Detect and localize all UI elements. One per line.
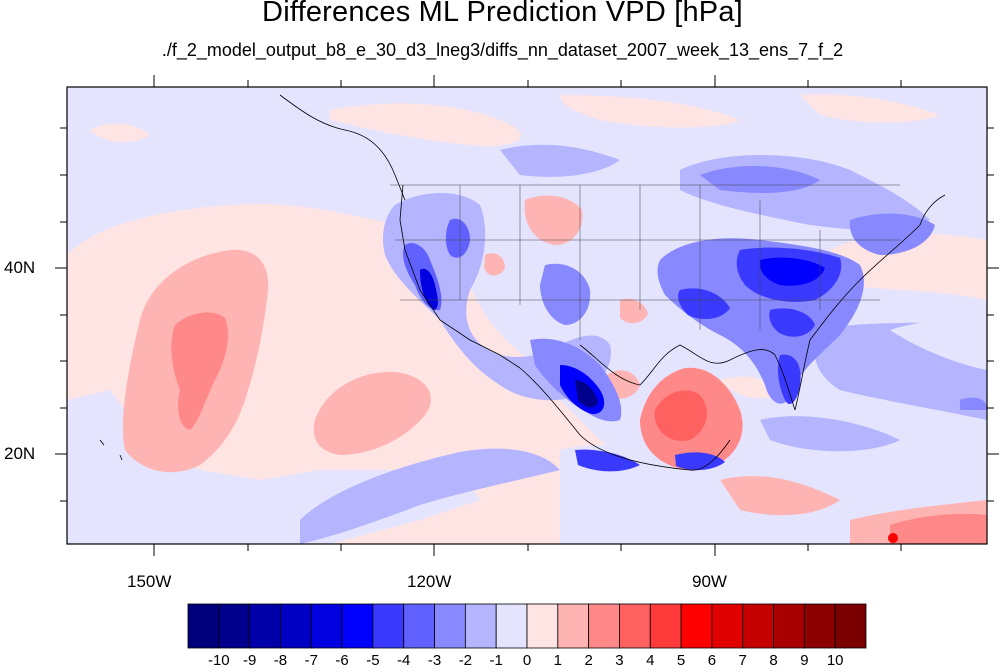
lat-label-20n: 20N: [4, 444, 36, 463]
colorbar-swatch: [218, 603, 251, 649]
colorbar-label: 6: [707, 652, 717, 669]
colorbar-label: -10: [207, 652, 230, 669]
colorbar-swatch: [680, 603, 713, 649]
colorbar-label: 4: [646, 652, 655, 669]
lon-label-90w: 90W: [692, 572, 727, 591]
colorbar-label: 10: [826, 652, 844, 669]
colorbar-swatch: [249, 603, 281, 649]
colorbar-swatch: [773, 603, 805, 649]
colorbar-label: 3: [615, 652, 624, 669]
colorbar-label: -8: [273, 652, 288, 669]
colorbar-label: -4: [397, 652, 411, 669]
colorbar-swatch: [526, 603, 559, 649]
state-boundaries: [390, 184, 900, 340]
colorbar-swatch: [434, 603, 466, 649]
colorbar-swatch: [403, 603, 435, 649]
colorbar-label: 5: [676, 652, 686, 669]
lon-label-120w: 120W: [407, 572, 452, 591]
map-title: Differences ML Prediction VPD [hPa]: [262, 0, 743, 28]
colorbar-label: -7: [304, 652, 318, 669]
colorbar-swatch: [187, 603, 220, 649]
map-subtitle: ./f_2_model_output_b8_e_30_d3_lneg3/diff…: [161, 40, 844, 60]
colorbar-label: 9: [800, 652, 809, 669]
colorbar-label: -3: [427, 652, 442, 669]
colorbar-label: -9: [242, 652, 257, 669]
colorbar-label: -2: [458, 652, 473, 669]
difference-field: [67, 87, 987, 544]
axis-ticks: [55, 75, 999, 556]
colorbar-label: 8: [769, 652, 778, 669]
colorbar-swatch: [341, 603, 374, 649]
colorbar-label: 2: [584, 652, 593, 669]
colorbar-swatch: [310, 603, 343, 649]
colorbar-swatch: [711, 603, 744, 649]
colorbar: [187, 603, 867, 649]
colorbar-swatch: [649, 603, 682, 649]
coastlines: [99, 94, 946, 471]
colorbar-label: 0: [522, 652, 532, 669]
colorbar-label: 7: [738, 652, 747, 669]
lon-label-150w: 150W: [127, 572, 172, 591]
colorbar-swatch: [803, 603, 836, 649]
colorbar-swatch: [742, 603, 774, 649]
colorbar-swatch: [588, 603, 620, 649]
colorbar-label: -5: [366, 652, 380, 669]
colorbar-swatch: [372, 603, 405, 649]
lat-label-40n: 40N: [4, 258, 36, 277]
colorbar-swatch: [834, 603, 867, 649]
colorbar-label: -1: [489, 652, 503, 669]
colorbar-swatch: [280, 603, 312, 649]
colorbar-swatch: [464, 603, 497, 649]
colorbar-swatch: [557, 603, 590, 649]
colorbar-label: 1: [553, 652, 562, 669]
colorbar-swatch: [619, 603, 651, 649]
colorbar-label: -6: [335, 652, 349, 669]
colorbar-swatch: [495, 603, 528, 649]
